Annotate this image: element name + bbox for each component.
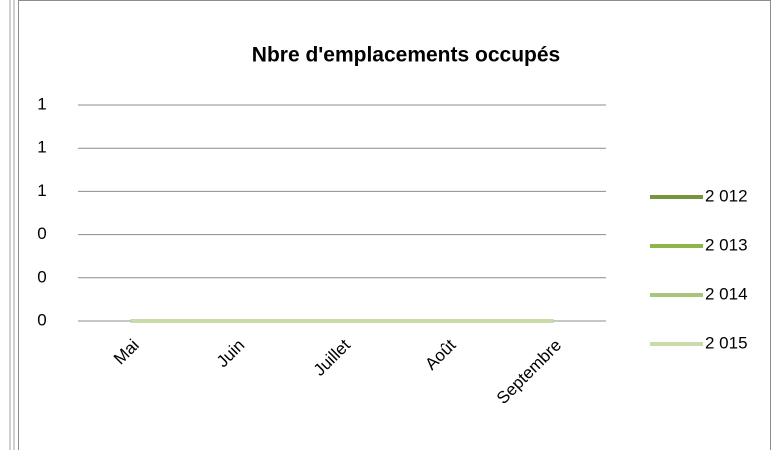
legend-label: 2 014 bbox=[705, 284, 748, 303]
y-tick-label: 1 bbox=[37, 181, 46, 200]
y-tick-label: 1 bbox=[37, 94, 46, 113]
legend-label: 2 013 bbox=[705, 235, 748, 254]
chart-title: Nbre d'emplacements occupés bbox=[252, 44, 560, 67]
legend-label: 2 012 bbox=[705, 186, 748, 205]
y-tick-label: 0 bbox=[37, 267, 46, 286]
y-tick-label: 0 bbox=[37, 224, 46, 243]
y-tick-label: 0 bbox=[37, 310, 46, 329]
legend-label: 2 015 bbox=[705, 333, 748, 352]
y-tick-label: 1 bbox=[37, 138, 46, 157]
